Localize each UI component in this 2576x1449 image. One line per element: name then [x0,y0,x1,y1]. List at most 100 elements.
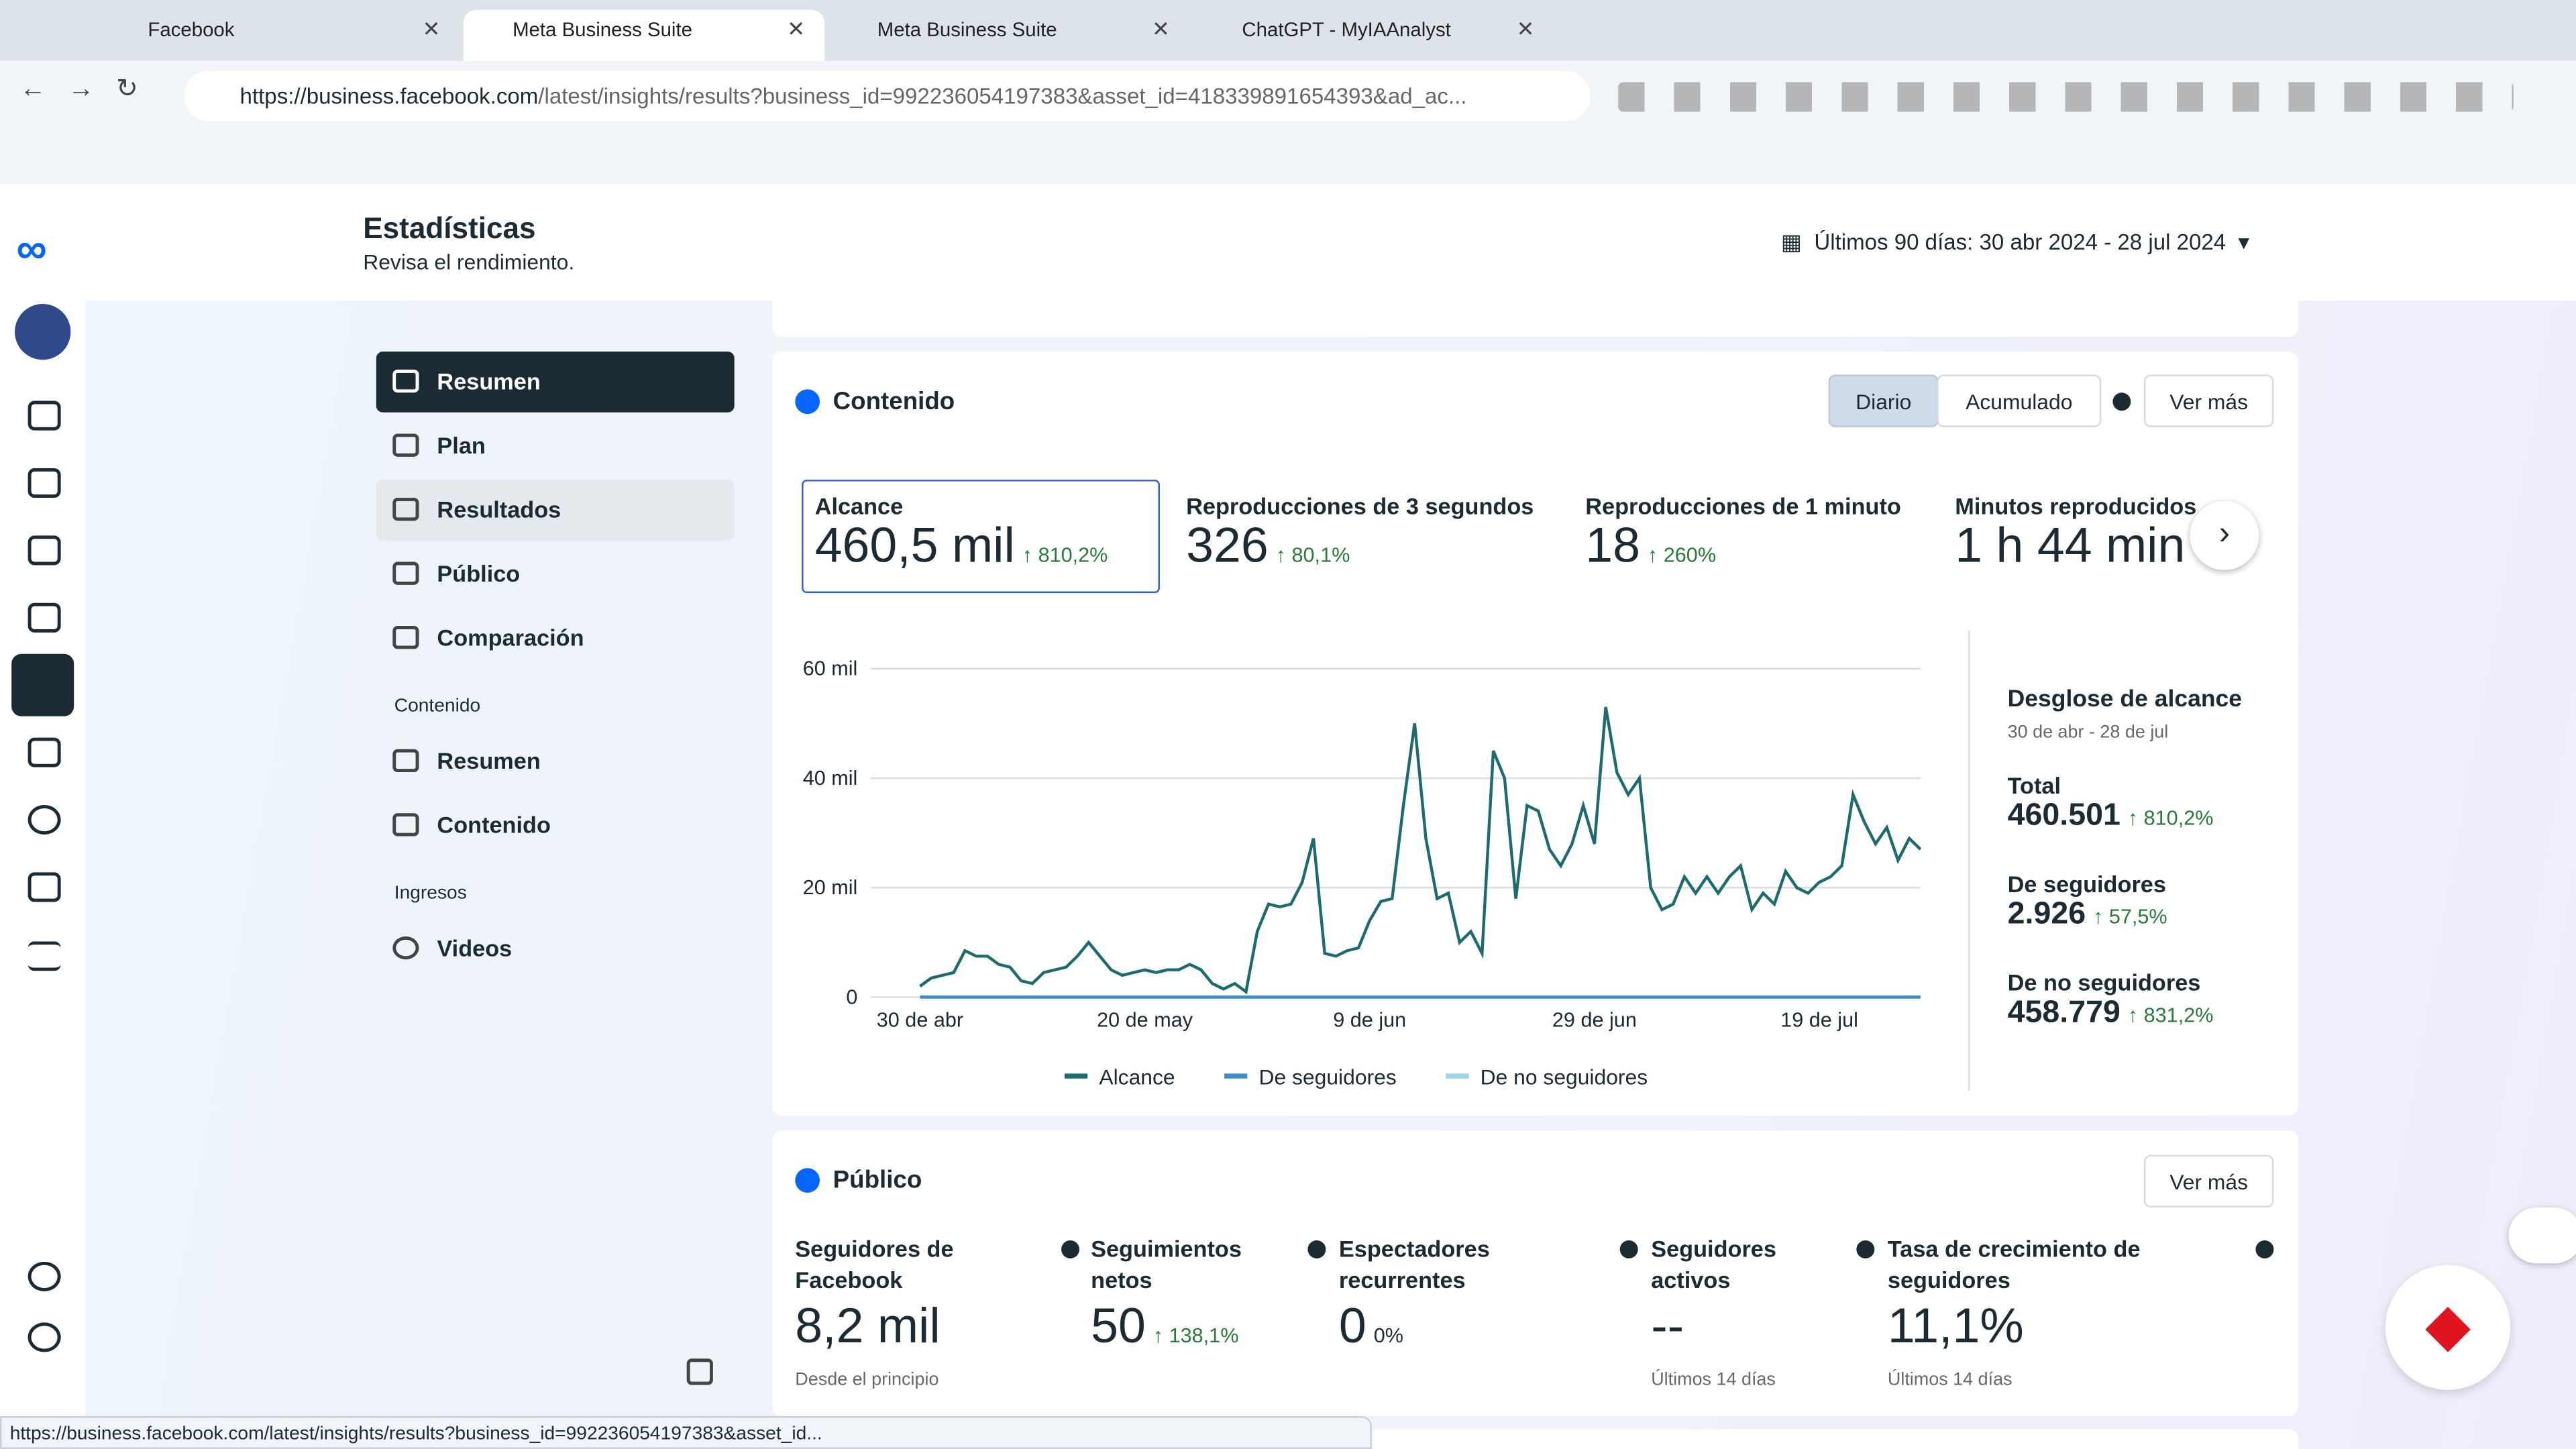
divider [1968,631,1970,1091]
legend-label: De seguidores [1258,1065,1396,1089]
legend-label: De no seguidores [1481,1065,1648,1089]
metric-note: Últimos 14 días [1651,1370,1776,1390]
metric-change: 0% [1373,1324,1403,1348]
y-tick-label: 60 mil [803,657,858,680]
metric-value: -- [1651,1299,1684,1354]
tab[interactable]: Facebook ✕ [99,10,460,61]
nav-item[interactable]: Videos [376,918,735,979]
x-tick-label: 30 de abr [877,1009,963,1032]
close[interactable]: ✕ [1516,16,1535,42]
metric-value: 11,1% [1887,1299,2024,1354]
address-bar[interactable]: https://business.facebook.com/latest/ins… [184,70,1591,122]
nav-item[interactable]: Comparación [376,608,735,669]
next-button[interactable]: › [2190,500,2259,570]
nav-buttons[interactable]: ← → ↻ [19,75,138,104]
close[interactable]: ✕ [422,16,441,42]
nav-label: Resumen [437,368,541,394]
metric-label: Minutos reproducidos [1955,492,2197,519]
metric-note: Últimos 14 días [1887,1370,2012,1390]
public-card: Público Ver más Seguidores de Facebook 8… [772,1130,2299,1417]
metric-label: Seguimientos netos [1091,1235,1242,1293]
rail-icon[interactable] [28,400,61,431]
metric-change: 260% [1663,543,1717,567]
metric[interactable]: Alcance 460,5 mil ↑ 810,2% [814,492,1108,574]
toggle[interactable]: Acumulado [1937,374,2102,427]
tab-title: Meta Business Suite [513,17,692,42]
nav-item-active[interactable]: Resumen [376,352,735,413]
nav-label: Videos [437,934,513,961]
icon [392,749,419,773]
nav-item[interactable]: Resumen [376,731,735,792]
metric-change: 80,1% [1291,543,1350,567]
nav-label: Resultados [437,496,561,523]
nav-item[interactable]: Plan [376,416,735,477]
icon [392,498,419,521]
metric[interactable]: Reproducciones de 1 minuto 18 ↑ 260% [1585,492,1901,574]
rail-icon[interactable] [28,602,61,633]
extensions[interactable] [1618,82,2514,112]
breakdown-label: De no seguidores [2007,969,2201,996]
facebook-icon [795,389,820,415]
y-tick-label: 20 mil [803,876,858,899]
collapse-button[interactable] [686,1358,713,1385]
x-tick-label: 19 de jul [1780,1009,1858,1032]
info-icon[interactable] [2255,1240,2274,1258]
info-icon[interactable] [2112,392,2131,411]
nav-item[interactable]: Resultados [376,480,735,541]
metric-label: Tasa de crecimiento de seguidores [1887,1235,2141,1293]
info-icon[interactable] [1619,1240,1638,1258]
tab-title: ChatGPT - MyIAAnalyst [1242,17,1451,42]
metric-value: 18 [1585,519,1641,574]
metric-note: Desde el principio [795,1370,939,1390]
metric-change: 138,1% [1169,1324,1239,1348]
floating-button[interactable]: ◆ [2385,1265,2511,1390]
close[interactable]: ✕ [787,16,806,42]
info-icon[interactable] [1307,1240,1326,1258]
card-title: Contenido [833,387,955,416]
rail-icon[interactable] [28,1261,61,1291]
toggle[interactable]: Diario [1828,374,1939,427]
icon [392,370,419,393]
breakdown-value: 2.926 [2007,897,2086,932]
more-button[interactable]: Ver más [2143,1155,2274,1208]
date-picker[interactable]: ▦ Últimos 90 días: 30 abr 2024 - 28 jul … [1780,229,2250,255]
x-tick-label: 29 de jun [1552,1009,1637,1032]
metric-selected[interactable] [802,480,1160,594]
tab[interactable]: Meta Business Suite ✕ [828,10,1189,61]
metric-label: Seguidores activos [1651,1235,1776,1293]
card [772,279,2299,337]
tab[interactable]: ChatGPT - MyIAAnalyst ✕ [1193,10,1554,61]
assistant-button[interactable] [2508,1208,2576,1264]
info-icon[interactable] [1856,1240,1875,1258]
more-button[interactable]: Ver más [2143,374,2274,427]
metric-value: 0 [1338,1299,1366,1354]
nav-item[interactable]: Público [376,544,735,605]
icon [392,433,419,457]
icon [392,936,419,960]
rail-active[interactable] [11,653,74,716]
info-icon[interactable] [1061,1240,1079,1258]
tab[interactable]: Meta Business Suite ✕ [463,9,825,61]
rail-icon[interactable] [28,805,61,835]
breakdown-change: 831,2% [2143,1004,2214,1027]
nav-label: Plan [437,432,486,459]
nav-item[interactable]: Contenido [376,795,735,856]
close[interactable]: ✕ [1151,16,1170,42]
rail-icon[interactable] [28,872,61,902]
series-line [919,706,1922,995]
card-title: Público [833,1166,922,1195]
rail-icon[interactable] [28,737,61,767]
rail-icon[interactable] [28,468,61,498]
nav-label: Resumen [437,747,541,774]
avatar[interactable] [15,304,71,360]
metric[interactable]: Minutos reproducidos 1 h 44 min [1955,493,2267,575]
icon [392,813,419,837]
metric-value: 8,2 mil [795,1299,941,1354]
x-tick-label: 9 de jun [1333,1009,1406,1032]
metric-value: 50 [1091,1299,1146,1354]
rail-icon[interactable] [28,941,61,971]
metric[interactable]: Reproducciones de 3 segundos 326 ↑ 80,1% [1186,492,1534,574]
rail-icon[interactable] [28,535,61,566]
rail-icon[interactable] [28,1322,61,1352]
meta-logo: ∞ [16,223,47,273]
